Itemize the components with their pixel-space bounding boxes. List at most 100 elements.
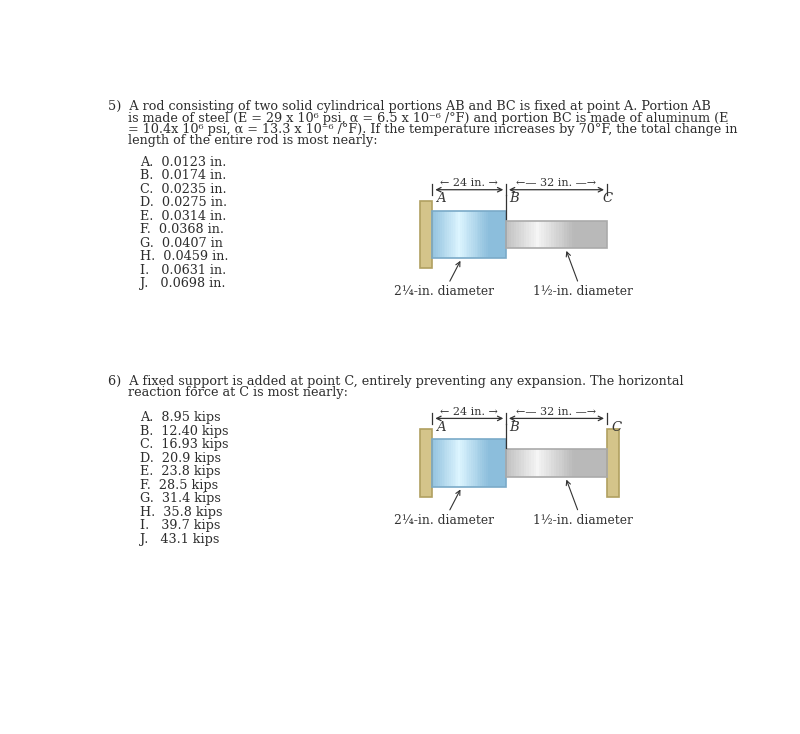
Bar <box>467 439 470 487</box>
Bar <box>490 439 492 487</box>
Bar <box>518 220 522 248</box>
Text: 1½-in. diameter: 1½-in. diameter <box>534 286 633 298</box>
Bar <box>420 200 433 268</box>
Bar <box>514 220 517 248</box>
Bar <box>509 220 511 248</box>
Text: C: C <box>611 421 622 434</box>
Bar <box>433 439 434 487</box>
Bar <box>577 449 579 477</box>
Bar <box>516 220 519 248</box>
Bar <box>542 220 544 248</box>
Bar <box>484 439 486 487</box>
Bar <box>529 449 532 477</box>
Text: is made of steel (E = 29 x 10⁶ psi, α = 6.5 x 10⁻⁶ /°F) and portion BC is made o: is made of steel (E = 29 x 10⁶ psi, α = … <box>108 112 728 125</box>
Bar <box>574 449 577 477</box>
Bar <box>497 439 499 487</box>
Text: = 10.4x 10⁶ psi, α = 13.3 x 10⁻⁶ /°F). If the temperature increases by 70°F, the: = 10.4x 10⁶ psi, α = 13.3 x 10⁻⁶ /°F). I… <box>108 123 738 136</box>
Bar <box>438 439 440 487</box>
Bar <box>518 449 522 477</box>
Bar <box>594 449 597 477</box>
Bar <box>602 449 605 477</box>
Bar <box>433 211 506 258</box>
Bar <box>498 439 501 487</box>
Bar <box>497 211 499 258</box>
Bar <box>604 220 607 248</box>
Bar <box>574 220 577 248</box>
Bar <box>549 220 552 248</box>
Bar <box>554 220 557 248</box>
Bar <box>447 439 450 487</box>
Bar <box>457 211 458 258</box>
Text: B.  0.0174 in.: B. 0.0174 in. <box>140 170 226 182</box>
Bar <box>480 439 482 487</box>
Bar <box>434 439 437 487</box>
Bar <box>478 211 481 258</box>
Text: length of the entire rod is most nearly:: length of the entire rod is most nearly: <box>108 134 378 147</box>
Text: 5)  A rod consisting of two solid cylindrical portions AB and BC is fixed at poi: 5) A rod consisting of two solid cylindr… <box>108 101 710 113</box>
Text: C: C <box>603 192 613 205</box>
Bar <box>564 449 567 477</box>
Bar <box>446 211 447 258</box>
Bar <box>542 449 544 477</box>
Bar <box>599 220 602 248</box>
Text: reaction force at C is most nearly:: reaction force at C is most nearly: <box>108 387 348 399</box>
Bar <box>514 449 517 477</box>
Bar <box>470 211 471 258</box>
Text: A: A <box>436 192 446 205</box>
Bar <box>443 439 446 487</box>
Bar <box>471 211 474 258</box>
Text: E.  0.0314 in.: E. 0.0314 in. <box>140 210 226 222</box>
Bar <box>449 439 451 487</box>
Bar <box>582 449 585 477</box>
Bar <box>420 429 433 497</box>
Bar <box>458 439 461 487</box>
Text: G.  0.0407 in: G. 0.0407 in <box>140 236 223 250</box>
Bar <box>447 211 450 258</box>
Text: J.   43.1 kips: J. 43.1 kips <box>140 533 220 546</box>
Text: I.   0.0631 in.: I. 0.0631 in. <box>140 264 226 277</box>
Bar <box>464 439 466 487</box>
Bar <box>477 439 479 487</box>
Bar <box>522 220 524 248</box>
Text: A.  8.95 kips: A. 8.95 kips <box>140 412 221 424</box>
Bar <box>454 211 457 258</box>
Bar <box>554 449 557 477</box>
Bar <box>473 211 475 258</box>
Text: ← 24 in. →: ← 24 in. → <box>440 407 498 417</box>
Bar <box>449 211 451 258</box>
Text: ←— 32 in. —→: ←— 32 in. —→ <box>517 407 597 417</box>
Bar <box>551 449 554 477</box>
Bar <box>557 220 559 248</box>
Text: ← 24 in. →: ← 24 in. → <box>440 178 498 188</box>
Bar <box>495 211 498 258</box>
Bar <box>557 449 559 477</box>
Text: D.  0.0275 in.: D. 0.0275 in. <box>140 196 227 209</box>
Bar <box>454 439 457 487</box>
Text: C.  16.93 kips: C. 16.93 kips <box>140 438 229 451</box>
Bar <box>464 211 466 258</box>
Bar <box>544 220 546 248</box>
Text: H.  35.8 kips: H. 35.8 kips <box>140 506 222 519</box>
Bar <box>504 439 506 487</box>
Text: A: A <box>436 421 446 434</box>
Bar <box>604 449 607 477</box>
Bar <box>440 439 442 487</box>
Bar <box>482 439 485 487</box>
Text: F.  28.5 kips: F. 28.5 kips <box>140 479 218 492</box>
Bar <box>559 449 562 477</box>
Bar <box>526 220 529 248</box>
Text: E.  23.8 kips: E. 23.8 kips <box>140 465 221 479</box>
Bar <box>511 449 514 477</box>
Bar <box>597 220 600 248</box>
Bar <box>438 211 440 258</box>
Bar <box>524 220 526 248</box>
Bar <box>511 220 514 248</box>
Bar <box>475 439 477 487</box>
Bar <box>473 439 475 487</box>
Bar <box>534 220 537 248</box>
Text: C.  0.0235 in.: C. 0.0235 in. <box>140 183 227 196</box>
Bar <box>446 439 447 487</box>
Bar <box>482 211 485 258</box>
Bar <box>551 220 554 248</box>
Bar <box>566 449 570 477</box>
